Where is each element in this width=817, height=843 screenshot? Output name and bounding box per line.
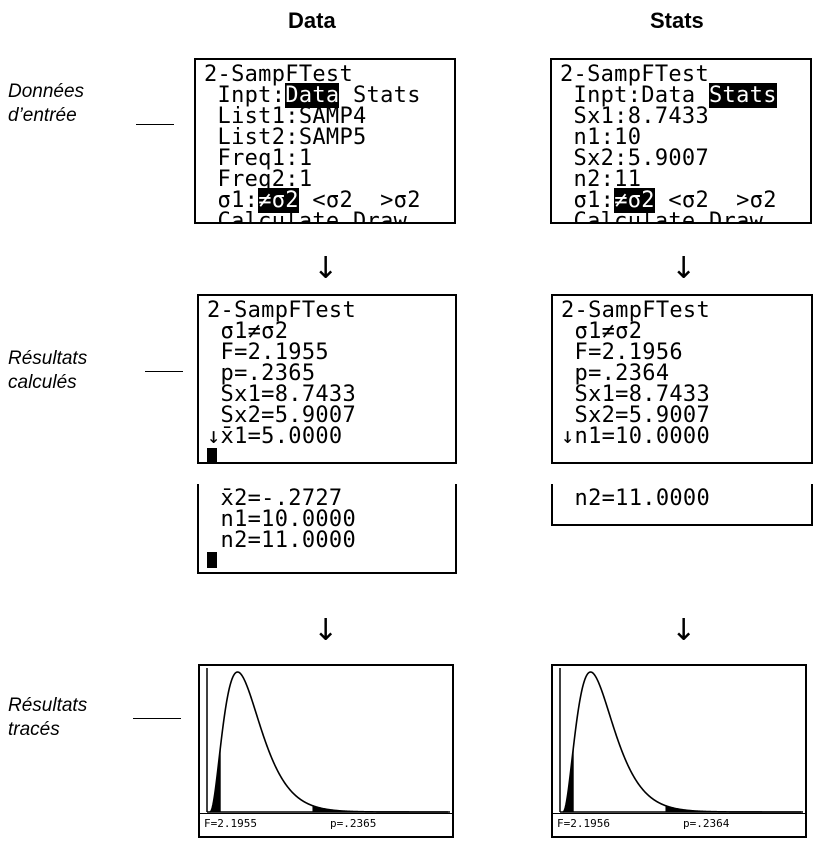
result-line: Sx2=5.9007 — [561, 403, 710, 428]
p-value-readout: p=.2364 — [683, 817, 730, 830]
screen-title: 2-SampFTest — [204, 62, 353, 87]
side-label-drawn-line2: tracés — [8, 719, 60, 740]
sx1-field[interactable]: Sx1:8.7433 — [560, 104, 709, 129]
down-arrow-icon: ↓ — [671, 613, 697, 648]
side-label-calculated-line2: calculés — [8, 372, 77, 393]
data-f-distribution-graph: F=2.1955 p=.2365 — [198, 664, 454, 838]
alternative-other-options[interactable]: <σ2 >σ2 — [298, 188, 421, 213]
list2-field[interactable]: List2:SAMP5 — [204, 125, 367, 150]
result-line: p=.2364 — [561, 361, 670, 386]
cursor-row — [207, 551, 455, 572]
stats-results-screen: 2-SampFTest σ1≠σ2 F=2.1956 p=.2364 Sx1=8… — [551, 294, 813, 464]
result-line: ↓n1=10.0000 — [561, 424, 710, 449]
alternative-label: σ1: — [560, 188, 615, 213]
input-mode-data-option[interactable]: Data — [285, 83, 340, 108]
result-line: Sx1=8.7433 — [561, 382, 710, 407]
side-label-input: Données d’entrée — [8, 80, 84, 128]
divider-line — [136, 124, 174, 125]
input-mode-stats-option[interactable]: Stats — [339, 83, 421, 108]
cursor-block — [207, 552, 217, 568]
divider-line — [133, 718, 181, 719]
side-label-input-line1: Données — [8, 81, 85, 102]
list1-field[interactable]: List1:SAMP4 — [204, 104, 367, 129]
stats-input-screen: 2-SampFTest Inpt:Data Stats Sx1:8.7433 n… — [550, 58, 812, 224]
sx2-field[interactable]: Sx2:5.9007 — [560, 146, 709, 171]
input-mode-label: Inpt: — [560, 83, 642, 108]
down-arrow-icon: ↓ — [313, 613, 339, 648]
side-label-drawn: Résultats tracés — [8, 694, 87, 742]
result-line: σ1≠σ2 — [561, 319, 643, 344]
result-line: σ1≠σ2 — [207, 319, 289, 344]
density-curve — [209, 671, 448, 813]
screen-title: 2-SampFTest — [560, 62, 709, 87]
input-mode-row: Inpt:Data Stats — [560, 83, 810, 108]
result-line: n1=10.0000 — [207, 507, 356, 532]
alternative-not-equal-option[interactable]: ≠σ2 — [614, 188, 655, 213]
screen-title: 2-SampFTest — [561, 298, 710, 323]
result-line: Sx1=8.7433 — [207, 382, 356, 407]
down-arrow-icon: ↓ — [313, 251, 339, 286]
result-line: Sx2=5.9007 — [207, 403, 356, 428]
result-line: F=2.1956 — [561, 340, 683, 365]
p-value-readout: p=.2365 — [330, 817, 377, 830]
side-label-drawn-line1: Résultats — [8, 695, 88, 716]
calculate-draw-row[interactable]: Calculate Draw — [560, 209, 764, 224]
result-line: x̄2=-.2727 — [207, 486, 343, 511]
stats-f-distribution-graph: F=2.1956 p=.2364 — [551, 664, 807, 838]
density-curve — [562, 671, 801, 813]
f-distribution-plot — [559, 668, 803, 813]
alternative-hypothesis-row: σ1:≠σ2 <σ2 >σ2 — [204, 188, 454, 213]
data-results-continued-screen: x̄2=-.2727 n1=10.0000 n2=11.0000 — [197, 484, 457, 574]
graph-readout: F=2.1956 p=.2364 — [553, 813, 805, 836]
right-tail-shade — [312, 805, 448, 812]
screen-title: 2-SampFTest — [207, 298, 356, 323]
side-label-calculated: Résultats calculés — [8, 347, 87, 395]
left-tail-shade — [210, 744, 221, 812]
side-label-input-line2: d’entrée — [8, 105, 77, 126]
f-distribution-plot — [206, 668, 450, 813]
divider-line — [145, 371, 183, 372]
result-line: p=.2365 — [207, 361, 316, 386]
right-tail-shade — [665, 805, 801, 812]
f-statistic-readout: F=2.1955 — [204, 817, 257, 830]
input-mode-data-option[interactable]: Data — [641, 83, 710, 108]
down-arrow-icon: ↓ — [671, 251, 697, 286]
column-title-stats: Stats — [650, 8, 704, 33]
freq2-field[interactable]: Freq2:1 — [204, 167, 313, 192]
alternative-not-equal-option[interactable]: ≠σ2 — [258, 188, 299, 213]
graph-readout: F=2.1955 p=.2365 — [200, 813, 452, 836]
input-mode-row: Inpt:Data Stats — [204, 83, 454, 108]
result-line: n2=11.0000 — [207, 528, 356, 553]
alternative-label: σ1: — [204, 188, 259, 213]
stats-results-continued-screen: n2=11.0000 — [551, 484, 813, 526]
alternative-hypothesis-row: σ1:≠σ2 <σ2 >σ2 — [560, 188, 810, 213]
n2-field[interactable]: n2:11 — [560, 167, 642, 192]
data-results-screen: 2-SampFTest σ1≠σ2 F=2.1955 p=.2365 Sx1=8… — [197, 294, 457, 464]
cursor-row — [207, 447, 455, 462]
cursor-block — [207, 448, 217, 462]
input-mode-label: Inpt: — [204, 83, 286, 108]
f-statistic-readout: F=2.1956 — [557, 817, 610, 830]
n1-field[interactable]: n1:10 — [560, 125, 642, 150]
alternative-other-options[interactable]: <σ2 >σ2 — [654, 188, 777, 213]
column-title-data: Data — [288, 8, 336, 33]
freq1-field[interactable]: Freq1:1 — [204, 146, 313, 171]
result-line: n2=11.0000 — [561, 486, 710, 511]
left-tail-shade — [563, 744, 574, 812]
input-mode-stats-option[interactable]: Stats — [709, 83, 777, 108]
calculate-draw-row[interactable]: Calculate Draw — [204, 209, 408, 224]
side-label-calculated-line1: Résultats — [8, 348, 88, 369]
result-line: F=2.1955 — [207, 340, 329, 365]
result-line: ↓x̄1=5.0000 — [207, 424, 343, 449]
data-input-screen: 2-SampFTest Inpt:Data Stats List1:SAMP4 … — [194, 58, 456, 224]
